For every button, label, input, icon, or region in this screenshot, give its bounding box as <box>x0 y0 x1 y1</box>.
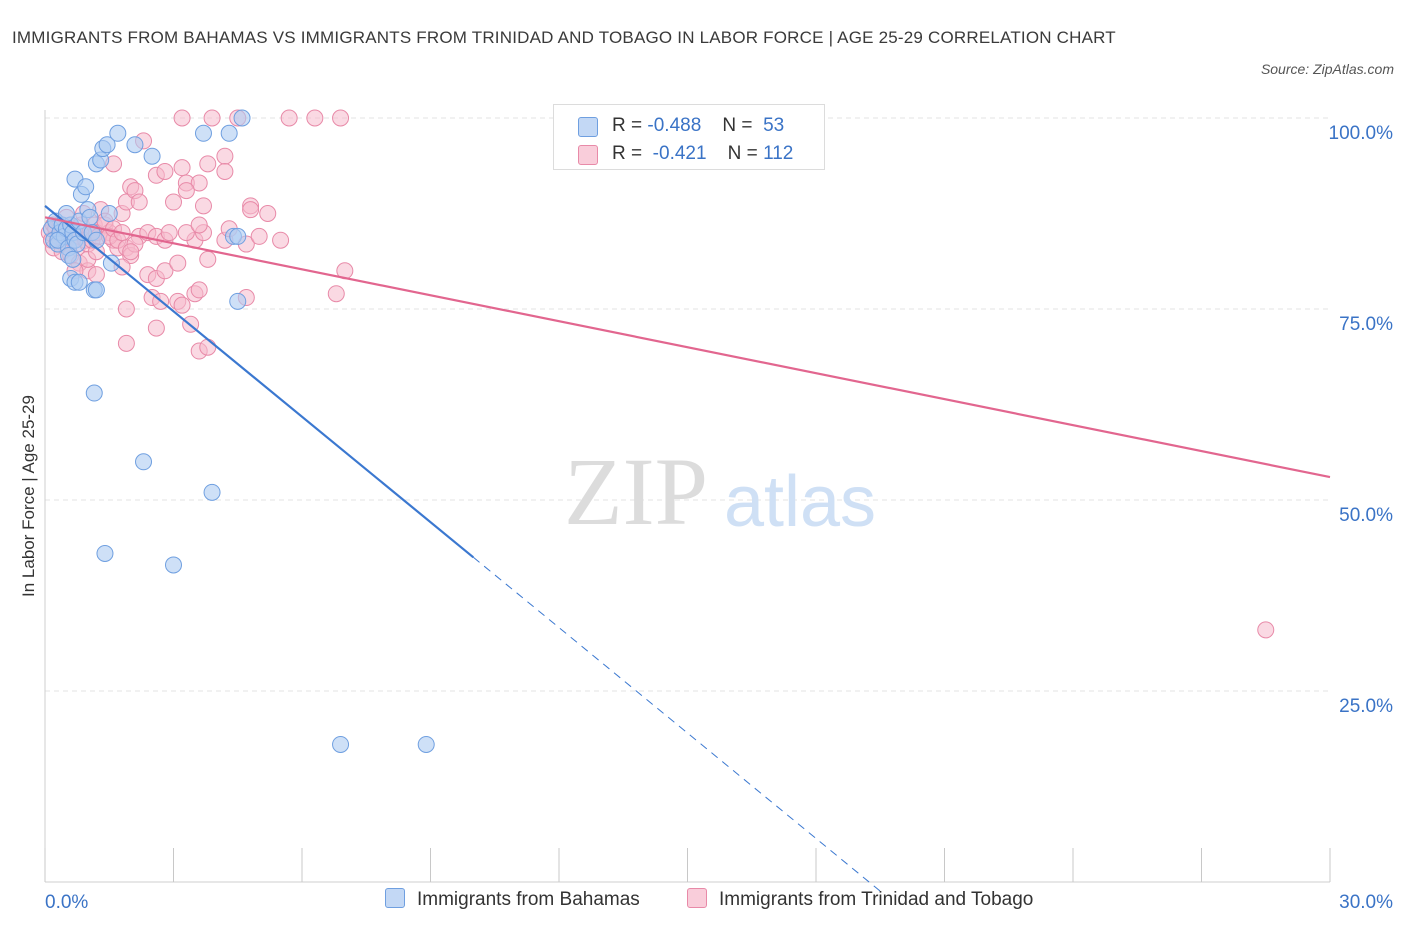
trinidad-point-55 <box>173 159 191 177</box>
trinidad-point-108 <box>272 231 290 249</box>
legend-n-value-bahamas: 53 <box>763 115 785 136</box>
bahamas-point-28 <box>87 231 105 249</box>
bahamas-point-37 <box>109 124 127 142</box>
bottom-legend-label-bahamas: Immigrants from Bahamas <box>417 889 640 910</box>
bahamas-point-39 <box>143 147 161 165</box>
trinidad-point-102 <box>306 109 324 127</box>
trinidad-point-29 <box>87 266 105 284</box>
source-label: Source: ZipAtlas.com <box>1260 61 1394 77</box>
bahamas-point-34 <box>98 136 116 154</box>
bottom-legend-label-trinidad: Immigrants from Trinidad and Tobago <box>719 889 1034 910</box>
bahamas-trend-line <box>44 205 475 559</box>
bahamas-trend-extension <box>473 556 881 892</box>
stats-legend: R = -0.488 N = 53 R = -0.421 N = 112 <box>553 104 825 170</box>
y-tick-label-50: 50.0% <box>1339 505 1393 526</box>
bottom-legend-trinidad: Immigrants from Trinidad and Tobago <box>687 888 1033 911</box>
trinidad-point-109 <box>327 285 345 303</box>
trinidad-point-80 <box>177 224 195 242</box>
legend-swatch-trinidad <box>578 145 598 165</box>
trinidad-point-105 <box>190 216 208 234</box>
bottom-legend-swatch-bahamas <box>385 888 405 908</box>
trinidad-point-62 <box>177 182 195 200</box>
legend-n-label: N = <box>722 115 753 136</box>
legend-row-trinidad: R = -0.421 N = 112 <box>578 141 793 167</box>
series-trinidad-points <box>40 109 1275 639</box>
trinidad-trend-line <box>44 216 1331 479</box>
trinidad-point-99 <box>203 109 221 127</box>
bahamas-point-49 <box>96 544 114 562</box>
bahamas-point-38 <box>126 136 144 154</box>
bahamas-point-36 <box>102 254 120 272</box>
bahamas-point-44 <box>229 227 247 245</box>
bahamas-point-42 <box>233 109 251 127</box>
bahamas-point-46 <box>85 384 103 402</box>
legend-r-label: R = <box>612 115 643 136</box>
trinidad-point-72 <box>147 319 165 337</box>
trinidad-point-50 <box>130 193 148 211</box>
legend-r-value-trinidad: -0.421 <box>652 143 707 164</box>
bahamas-point-21 <box>70 273 88 291</box>
trinidad-point-66 <box>156 262 174 280</box>
y-tick-label-100: 100.0% <box>1329 123 1394 144</box>
trinidad-point-70 <box>173 296 191 314</box>
trinidad-point-101 <box>280 109 298 127</box>
bahamas-point-50 <box>165 556 182 574</box>
bahamas-point-48 <box>203 483 221 501</box>
watermark: ZIP atlas <box>564 438 876 545</box>
trinidad-point-89 <box>169 254 187 272</box>
y-tick-label-25: 25.0% <box>1339 696 1393 717</box>
legend-row-bahamas: R = -0.488 N = 53 <box>578 113 784 139</box>
trinidad-point-107 <box>250 227 268 245</box>
trinidad-point-76 <box>199 338 217 356</box>
gridlines <box>45 117 1330 692</box>
bahamas-point-24 <box>77 178 95 196</box>
trinidad-point-58 <box>199 155 217 173</box>
legend-n-label: N = <box>727 143 758 164</box>
trinidad-point-63 <box>194 197 212 215</box>
trinidad-point-61 <box>165 193 182 211</box>
trinidad-point-111 <box>1257 621 1275 639</box>
trinidad-point-103 <box>332 109 350 127</box>
trinidad-point-88 <box>190 281 208 299</box>
y-tick-label-75: 75.0% <box>1339 314 1393 335</box>
series-bahamas-points <box>42 109 435 753</box>
y-axis-label: In Labor Force | Age 25-29 <box>19 395 38 597</box>
bahamas-point-30 <box>87 281 105 299</box>
trinidad-point-73 <box>117 300 135 318</box>
legend-r-value-bahamas: -0.488 <box>647 115 702 136</box>
trinidad-point-94 <box>122 243 140 261</box>
trinidad-point-60 <box>216 162 234 180</box>
watermark-zip: ZIP <box>564 438 708 545</box>
trinidad-point-78 <box>199 250 217 268</box>
x-tick-label-max: 30.0% <box>1339 892 1393 913</box>
bahamas-point-47 <box>135 453 153 471</box>
tick-labels: 25.0% 50.0% 75.0% 100.0% 0.0% 30.0% <box>45 123 1393 913</box>
trinidad-point-57 <box>190 174 208 192</box>
trinidad-point-85 <box>242 201 260 219</box>
bahamas-point-19 <box>64 250 82 268</box>
bahamas-point-51 <box>332 735 350 753</box>
legend-r-label: R = <box>612 143 643 164</box>
bahamas-point-40 <box>194 124 212 142</box>
bahamas-point-26 <box>81 208 99 226</box>
bahamas-point-35 <box>100 205 118 222</box>
trinidad-point-59 <box>216 147 234 165</box>
bottom-legend-bahamas: Immigrants from Bahamas <box>385 888 640 911</box>
trinidad-point-54 <box>156 162 174 180</box>
chart-title: IMMIGRANTS FROM BAHAMAS VS IMMIGRANTS FR… <box>12 28 1116 47</box>
trend-lines <box>44 205 1331 892</box>
trinidad-point-98 <box>173 109 191 127</box>
legend-swatch-bahamas <box>578 117 598 137</box>
trinidad-point-86 <box>259 205 277 222</box>
trinidad-point-104 <box>160 224 178 242</box>
bahamas-point-41 <box>220 124 238 142</box>
bahamas-point-52 <box>417 735 435 753</box>
legend-n-value-trinidad: 112 <box>763 143 794 164</box>
trinidad-point-74 <box>117 334 135 352</box>
watermark-atlas: atlas <box>724 462 876 542</box>
x-tick-label-min: 0.0% <box>45 892 88 913</box>
bahamas-point-45 <box>229 292 247 310</box>
bottom-legend-swatch-trinidad <box>687 888 707 908</box>
